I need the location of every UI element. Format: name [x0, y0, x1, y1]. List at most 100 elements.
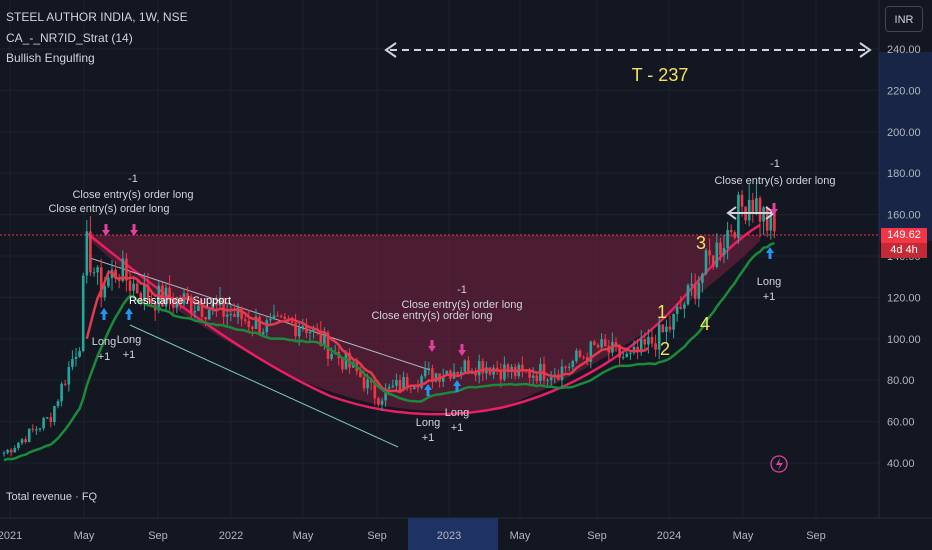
candle-body	[71, 359, 74, 367]
candle-body	[625, 353, 629, 357]
candle-body	[290, 321, 294, 323]
candle-body	[593, 341, 596, 345]
wave-3-label: 3	[696, 233, 706, 253]
candle-body	[348, 352, 351, 368]
candle-body	[639, 339, 643, 353]
candle-body	[243, 319, 247, 321]
candle-body	[679, 306, 683, 309]
plus-one-label: +1	[123, 349, 136, 361]
candle-body	[359, 371, 362, 378]
candle-body	[600, 339, 603, 348]
candle-body	[395, 379, 398, 386]
candle-body	[20, 439, 24, 443]
y-tick-label: 180.00	[887, 168, 921, 180]
candle-body	[740, 194, 744, 207]
candle-body	[308, 331, 312, 334]
x-tick-label: May	[733, 530, 754, 542]
long-label: Long	[445, 407, 469, 419]
wave-4-label: 4	[700, 314, 710, 334]
candle-body	[218, 297, 222, 306]
y-tick-label: 160.00	[887, 210, 921, 222]
candle-body	[589, 341, 593, 362]
candle-body	[279, 315, 283, 317]
candle-body	[434, 373, 438, 382]
candle-body	[236, 307, 240, 317]
candle-body	[380, 400, 384, 405]
symbol-title: STEEL AUTHOR INDIA, 1W, NSE	[6, 10, 188, 24]
close-long-label: Close entry(s) order long	[714, 175, 835, 187]
candle-body	[693, 283, 697, 299]
candle-body	[470, 372, 474, 374]
y-tick-label: 120.00	[887, 292, 921, 304]
long-label: Long	[416, 417, 440, 429]
candle-body	[175, 297, 179, 308]
long-entry-arrow	[766, 247, 774, 259]
candle-body	[362, 377, 366, 389]
candle-body	[186, 293, 189, 297]
candle-body	[675, 306, 679, 315]
x-tick-label: 2023	[437, 530, 461, 542]
candle-body	[431, 368, 434, 382]
candle-body	[456, 371, 459, 374]
indicator-label[interactable]: CA_-_NR7ID_Strat (14)	[6, 31, 133, 45]
candle-body	[377, 398, 380, 405]
candle-body	[132, 283, 135, 291]
candle-body	[441, 376, 445, 382]
candle-body	[528, 370, 531, 378]
candle-body	[258, 316, 261, 335]
long-entry-arrow	[125, 308, 133, 320]
candle-body	[726, 229, 729, 249]
candle-body	[578, 350, 582, 357]
candle-body	[143, 284, 146, 302]
candle-body	[128, 280, 132, 291]
candle-body	[564, 366, 567, 368]
candle-body	[413, 387, 416, 390]
candle-body	[729, 229, 733, 233]
total-revenue-label[interactable]: Total revenue · FQ	[6, 491, 98, 503]
candle-body	[67, 366, 71, 385]
candle-body	[549, 377, 553, 381]
candle-body	[647, 336, 650, 345]
candle-body	[171, 300, 175, 308]
candle-body	[423, 369, 427, 377]
cup-curve	[87, 223, 761, 416]
long-entry-arrow	[424, 384, 432, 396]
close-long-arrow	[130, 224, 138, 236]
candle-body	[305, 326, 308, 334]
candle-body	[135, 283, 139, 294]
close-long-arrow	[102, 224, 110, 236]
candle-body	[387, 386, 391, 389]
candle-body	[575, 350, 578, 362]
x-tick-label: May	[510, 530, 531, 542]
candle-body	[78, 350, 81, 357]
pattern-label[interactable]: Bullish Engulfing	[6, 51, 95, 65]
candle-body	[650, 336, 654, 344]
candle-body	[107, 277, 110, 287]
candle-body	[35, 429, 38, 431]
currency-button[interactable]: INR	[885, 6, 923, 32]
candle-body	[56, 401, 60, 406]
candle-body	[341, 358, 344, 370]
candles	[2, 183, 776, 457]
last-price-tag: 149.62	[881, 228, 927, 243]
lightning-icon[interactable]	[770, 455, 788, 473]
x-tick-label: Sep	[148, 530, 168, 542]
minus-one-label: -1	[128, 173, 138, 185]
candle-body	[49, 417, 53, 422]
y-tick-label: 80.00	[887, 375, 915, 387]
candle-body	[618, 345, 621, 358]
candle-body	[215, 303, 218, 306]
candle-body	[474, 372, 477, 376]
candle-body	[668, 326, 672, 330]
candle-body	[751, 199, 755, 212]
target-label: T - 237	[632, 65, 689, 85]
candle-body	[161, 285, 164, 307]
candle-body	[459, 371, 463, 374]
plus-one-label: +1	[763, 291, 776, 303]
close-long-label: Close entry(s) order long	[401, 299, 522, 311]
candle-body	[366, 379, 369, 389]
plus-one-label: +1	[451, 422, 464, 434]
candle-body	[200, 305, 204, 318]
candle-body	[683, 304, 686, 309]
